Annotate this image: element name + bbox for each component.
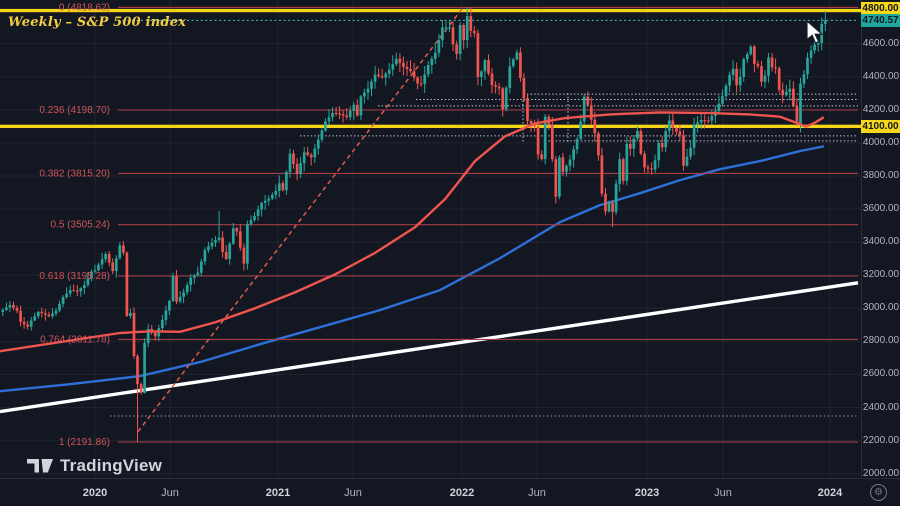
time-axis[interactable]: 2020 Jun 2021 Jun 2022 Jun 2023 Jun 2024 xyxy=(0,478,900,506)
price-axis-label: 3600.00 xyxy=(862,203,900,215)
price-axis-label: 3800.00 xyxy=(862,169,900,181)
time-axis-label: 2024 xyxy=(817,487,843,499)
price-axis-label: 2400.00 xyxy=(862,401,900,413)
gear-icon: ⚙ xyxy=(874,486,883,498)
price-axis-label: 2000.00 xyxy=(862,467,900,479)
price-axis-label: 3200.00 xyxy=(862,269,900,281)
price-badge-4800: 4800.00 xyxy=(861,2,900,16)
svg-text:0.5 (3505.24): 0.5 (3505.24) xyxy=(51,220,111,231)
time-axis-label: 2022 xyxy=(449,487,475,499)
price-axis-label: 4200.00 xyxy=(862,103,900,115)
svg-text:0.382 (3815.20): 0.382 (3815.20) xyxy=(39,168,110,179)
time-axis-label: 2020 xyxy=(82,487,108,499)
svg-text:0.236 (4198.70): 0.236 (4198.70) xyxy=(39,105,110,116)
price-axis-label: 4000.00 xyxy=(862,136,900,148)
tradingview-logo[interactable]: TradingView xyxy=(27,456,162,476)
price-axis-label: 3400.00 xyxy=(862,236,900,248)
price-axis-label: 3000.00 xyxy=(862,302,900,314)
chart-plot-area[interactable]: 0 (4818.62) 0.236 (4198.70) 0.382 (3815.20… xyxy=(0,0,861,478)
tradingview-logo-icon xyxy=(27,459,53,473)
svg-text:0 (4818.62): 0 (4818.62) xyxy=(59,2,110,13)
price-axis-label: 2800.00 xyxy=(862,335,900,347)
price-axis-label: 4600.00 xyxy=(862,37,900,49)
time-axis-label: Jun xyxy=(344,487,362,499)
price-axis-label: 2600.00 xyxy=(862,368,900,380)
price-axis[interactable]: 4800.00 4600.00 4400.00 4200.00 4000.00 3800.… xyxy=(861,0,900,479)
candlestick-series xyxy=(1,7,827,442)
chart-title-label: Weekly – S&P 500 index xyxy=(8,15,187,30)
price-axis-label: 2200.00 xyxy=(862,434,900,446)
price-axis-label: 4400.00 xyxy=(862,70,900,82)
price-scale-settings-button[interactable]: ⚙ xyxy=(870,484,887,501)
svg-text:0.618 (3195.28): 0.618 (3195.28) xyxy=(39,271,110,282)
svg-text:0.764 (2811.78): 0.764 (2811.78) xyxy=(40,334,110,345)
svg-text:1 (2191.86): 1 (2191.86) xyxy=(59,437,110,448)
time-axis-label: Jun xyxy=(714,487,732,499)
time-axis-label: 2023 xyxy=(634,487,660,499)
price-badge-4100: 4100.00 xyxy=(861,119,900,133)
mouse-cursor-icon xyxy=(806,20,824,44)
time-axis-label: 2021 xyxy=(265,487,291,499)
time-axis-label: Jun xyxy=(161,487,179,499)
tradingview-logo-text: TradingView xyxy=(60,456,163,475)
time-axis-label: Jun xyxy=(528,487,546,499)
last-price-badge: 4740.57 xyxy=(861,13,900,27)
